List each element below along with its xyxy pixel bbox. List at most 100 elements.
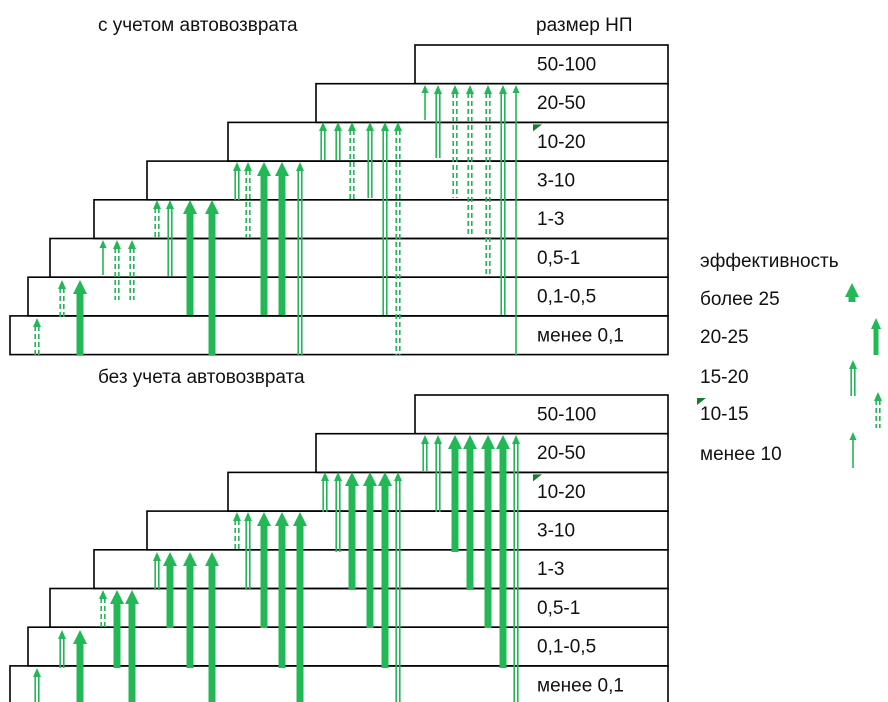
arrow	[153, 552, 161, 590]
arrow-part	[208, 212, 216, 355]
arrow-part	[512, 85, 520, 93]
arrow	[73, 280, 87, 355]
arrow	[166, 200, 174, 276]
legend-label: 20-25	[700, 327, 749, 348]
arrow-part	[481, 435, 495, 449]
size-row	[93, 199, 669, 240]
arrow-part	[293, 512, 307, 526]
arrow-part	[244, 512, 252, 521]
arrow	[434, 435, 442, 512]
arrow-part	[153, 200, 161, 209]
arrow-part	[166, 200, 174, 209]
size-row	[227, 121, 669, 162]
size-row	[315, 432, 669, 474]
arrow	[421, 85, 429, 120]
arrow	[110, 590, 124, 668]
arrow-part	[205, 200, 219, 214]
size-row	[9, 665, 669, 702]
arrow-part	[849, 432, 857, 440]
arrow-part	[73, 280, 87, 294]
arrow	[499, 85, 507, 315]
arrow-part	[260, 174, 268, 315]
size-label: менее 0,1	[537, 675, 624, 696]
arrow-part	[319, 122, 327, 131]
arrow-part	[849, 360, 857, 369]
arrow	[319, 122, 327, 160]
arrow	[33, 318, 41, 355]
arrow	[334, 122, 342, 160]
arrow-part	[845, 283, 859, 297]
arrow-part	[381, 484, 389, 668]
arrow-part	[113, 602, 121, 668]
arrow-part	[33, 318, 41, 327]
arrow	[345, 472, 359, 590]
arrow-part	[466, 85, 474, 94]
arrow	[463, 435, 477, 590]
legend-label: 10-15	[700, 404, 749, 425]
arrow	[257, 512, 271, 628]
size-row	[93, 548, 669, 590]
arrow	[512, 435, 520, 702]
arrow	[205, 200, 219, 355]
arrow	[257, 162, 271, 315]
arrow-part	[434, 85, 442, 94]
size-label: 20-50	[537, 443, 586, 464]
size-label: 0,1-0,5	[537, 287, 596, 308]
arrow	[244, 512, 252, 590]
arrow-part	[451, 447, 459, 552]
arrow	[451, 85, 459, 198]
arrow-part	[260, 524, 268, 628]
arrow-part	[58, 630, 66, 639]
arrow	[153, 200, 161, 240]
size-label: 1-3	[537, 559, 564, 580]
size-row	[227, 471, 669, 512]
size-label: 10-20	[537, 482, 586, 503]
arrow	[275, 162, 289, 315]
arrow-part	[76, 292, 84, 355]
arrow	[183, 200, 197, 315]
arrow-part	[125, 590, 139, 604]
arrow-part	[183, 200, 197, 214]
size-label: 0,1-0,5	[537, 637, 596, 658]
arrow-part	[334, 122, 342, 131]
size-label: менее 0,1	[537, 325, 624, 346]
arrow-part	[208, 564, 216, 702]
legend-label: менее 10	[700, 444, 782, 465]
arrow	[275, 512, 289, 668]
arrow-part	[110, 590, 124, 604]
arrow	[293, 512, 307, 702]
arrow-part	[873, 328, 879, 355]
arrow	[378, 472, 392, 668]
legend-title: эффективность	[700, 251, 839, 272]
arrow-part	[848, 295, 856, 302]
arrow	[481, 435, 495, 628]
arrow-part	[499, 447, 507, 668]
arrow	[394, 122, 402, 355]
arrow-part	[128, 602, 136, 702]
arrow-part	[296, 162, 304, 171]
arrow	[496, 435, 510, 668]
arrow	[233, 512, 241, 552]
arrow-part	[366, 122, 374, 131]
arrow	[849, 360, 857, 396]
size-label: 20-50	[537, 93, 586, 114]
arrow	[434, 85, 442, 158]
size-label: 10-20	[537, 132, 586, 153]
size-label: 50-100	[537, 404, 596, 425]
arrow-part	[99, 240, 107, 248]
arrow-part	[381, 122, 389, 131]
size-row	[146, 510, 669, 551]
arrow-part	[345, 472, 359, 486]
arrow	[466, 85, 474, 237]
arrow	[58, 630, 66, 668]
size-label: 3-10	[537, 520, 575, 541]
arrow	[849, 432, 857, 468]
arrow-part	[421, 435, 429, 444]
arrow	[233, 162, 241, 200]
corner-mark	[533, 474, 542, 482]
arrow-part	[484, 85, 492, 94]
arrow-part	[451, 85, 459, 94]
arrow	[125, 590, 139, 702]
arrow	[871, 318, 881, 355]
